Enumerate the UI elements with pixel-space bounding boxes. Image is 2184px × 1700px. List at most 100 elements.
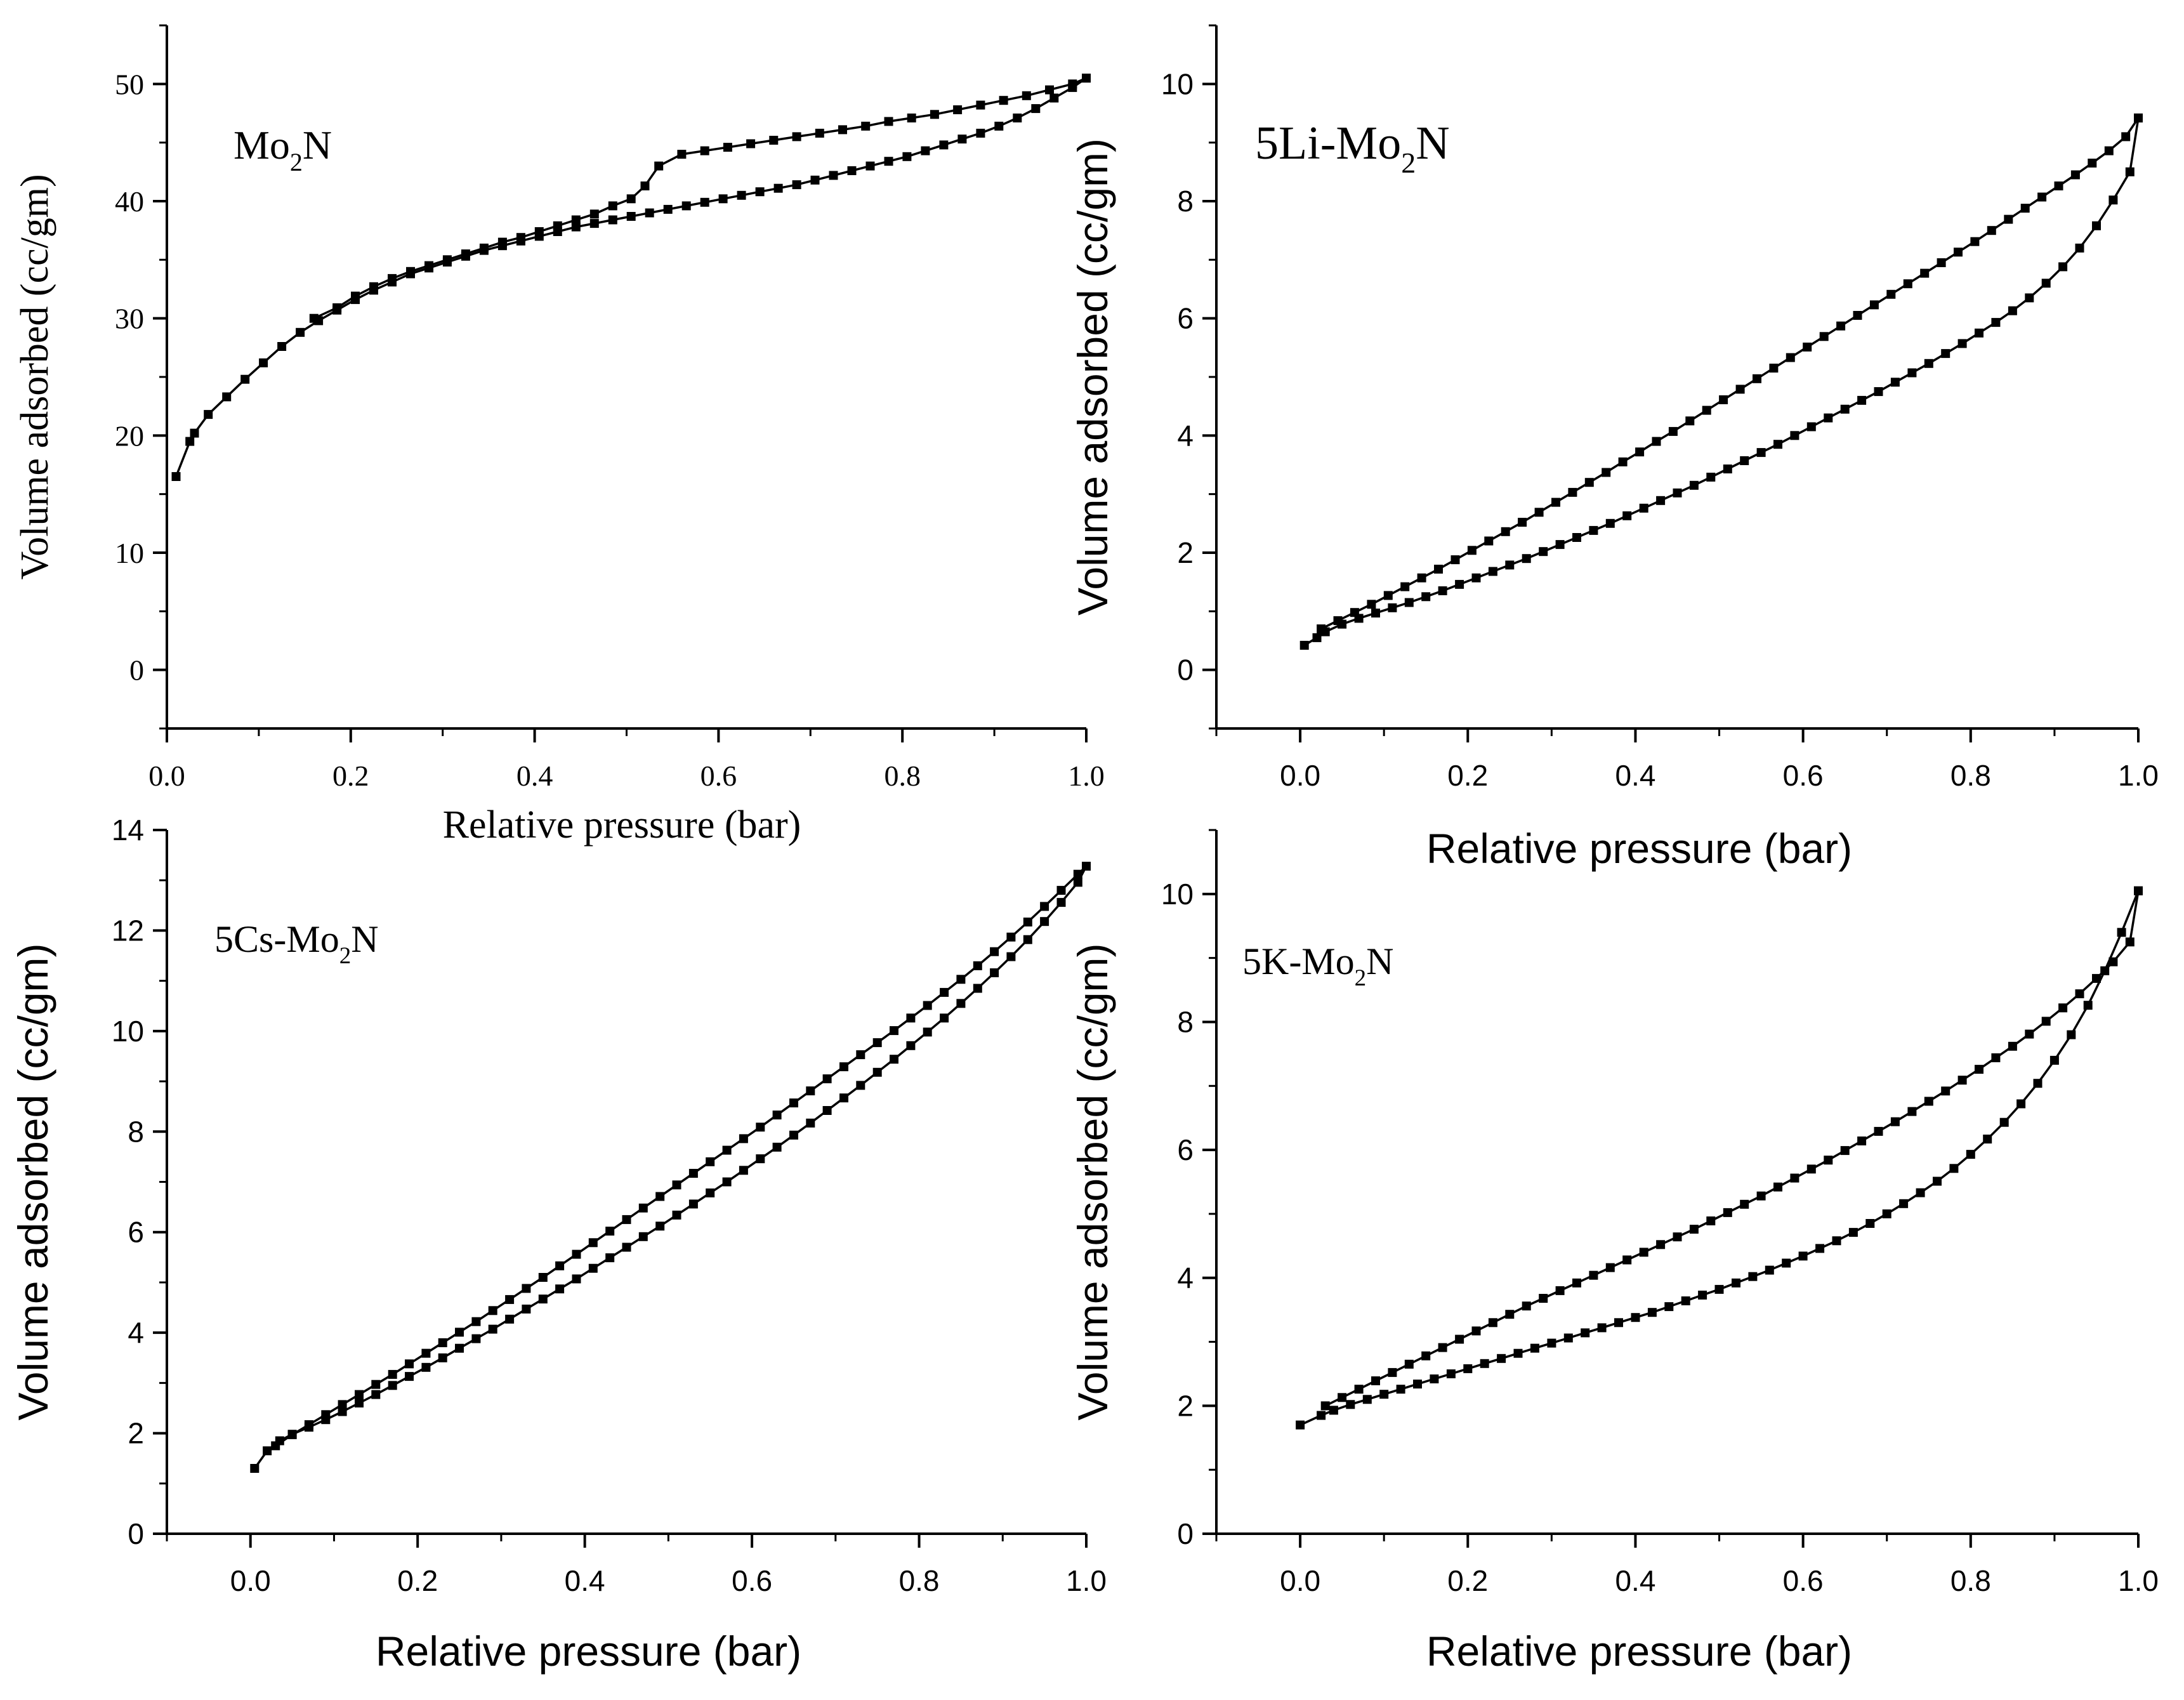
data-point-adsorption (1031, 104, 1041, 114)
data-point-adsorption (755, 187, 765, 197)
y-tick-label: 10 (112, 1015, 144, 1048)
data-point-adsorption (1806, 422, 1816, 432)
series-line-adsorption (1303, 117, 2140, 647)
data-point-desorption (1907, 1107, 1917, 1116)
data-point-adsorption (1689, 480, 1699, 490)
data-point-desorption (2020, 204, 2030, 213)
data-point-adsorption (638, 1232, 648, 1241)
panel-label: Mo2N (234, 122, 332, 176)
data-point-adsorption (773, 183, 783, 193)
y-tick-label: 2 (1177, 536, 1194, 569)
chart-5cs-mo2n: 0.0 0.2 0.4 0.6 0.8 1.0 0 2 4 6 8 10 12 14 5Cs-Mo2N R… (10, 814, 1107, 1675)
data-point-desorption (940, 987, 949, 997)
data-point-desorption (789, 1098, 798, 1108)
data-point-adsorption (1941, 349, 1950, 359)
x-tick-label: 1.0 (1068, 760, 1105, 792)
data-point-adsorption (438, 1353, 447, 1362)
data-point-desorption (907, 113, 916, 122)
data-point-adsorption (522, 1304, 531, 1314)
data-point-desorption (1006, 932, 1016, 942)
data-point-desorption (608, 201, 617, 211)
data-point-adsorption (1949, 1164, 1959, 1173)
data-point-desorption (1045, 85, 1054, 95)
data-point-adsorption (663, 204, 673, 214)
data-point-desorption (1840, 1146, 1850, 1156)
data-point-adsorption (388, 1381, 397, 1390)
y-tick-label: 6 (128, 1216, 144, 1249)
data-point-adsorption (1907, 368, 1917, 378)
data-point-desorption (1769, 364, 1779, 373)
data-point-adsorption (865, 161, 875, 171)
data-point-adsorption (1539, 547, 1548, 557)
data-point-desorption (421, 1348, 431, 1358)
data-point-adsorption (2008, 306, 2017, 315)
data-point-desorption (1404, 1359, 1414, 1369)
data-point-desorption (1602, 468, 1611, 477)
data-point-desorption (2108, 957, 2118, 966)
x-tick-label: 0.0 (1280, 1564, 1320, 1597)
data-point-desorption (1756, 1191, 1766, 1201)
data-point-adsorption (1547, 1338, 1556, 1348)
data-point-adsorption (190, 428, 199, 438)
y-tick-label: 4 (1177, 1262, 1194, 1295)
data-point-adsorption (645, 208, 654, 218)
data-point-adsorption (1698, 1290, 1707, 1300)
data-point-adsorption (839, 1093, 848, 1103)
data-point-desorption (1874, 1126, 1883, 1136)
data-point-desorption (522, 1284, 531, 1293)
panel-label: 5K-Mo2N (1242, 940, 1394, 991)
chart-5li-mo2n: 0.0 0.2 0.4 0.6 0.8 1.0 0 2 4 6 8 10 5Li-Mo2N Relat… (1069, 24, 2159, 872)
data-point-adsorption (906, 1041, 916, 1050)
data-point-desorption (2075, 989, 2084, 999)
data-point-desorption (1333, 616, 1343, 626)
data-point-adsorption (1798, 1251, 1808, 1261)
x-tick-label: 0.2 (1447, 759, 1488, 792)
data-point-adsorption (1430, 1374, 1439, 1383)
data-point-adsorption (1882, 1209, 1891, 1218)
data-point-desorption (332, 303, 342, 312)
data-point-desorption (351, 291, 360, 301)
data-point-adsorption (455, 1343, 464, 1353)
data-point-desorption (723, 143, 732, 152)
data-point-adsorption (1455, 579, 1464, 589)
data-point-adsorption (810, 175, 820, 185)
data-point-desorption (1869, 300, 1879, 310)
data-point-adsorption (1056, 898, 1066, 907)
data-point-adsorption (371, 1390, 381, 1399)
data-point-desorption (1518, 518, 1527, 527)
data-point-desorption (1040, 902, 1049, 911)
data-point-desorption (471, 1317, 481, 1326)
data-point-desorption (861, 121, 871, 131)
data-point-adsorption (1765, 1265, 1774, 1275)
data-point-adsorption (681, 201, 691, 211)
data-point-desorption (672, 1180, 681, 1190)
data-point-desorption (626, 194, 636, 204)
data-point-adsorption (1773, 440, 1782, 449)
data-point-desorption (538, 1273, 548, 1282)
data-point-desorption (1753, 374, 1761, 383)
data-point-adsorption (171, 472, 181, 481)
data-point-desorption (1471, 1326, 1481, 1336)
data-point-desorption (369, 282, 378, 291)
data-point-desorption (638, 1203, 648, 1213)
data-point-desorption (1618, 457, 1628, 466)
data-point-adsorption (1975, 328, 1983, 338)
data-point-desorption (769, 136, 779, 145)
data-point-adsorption (789, 1130, 798, 1140)
panel-label: 5Cs-Mo2N (214, 918, 379, 969)
data-point-desorption (1023, 918, 1032, 926)
data-point-adsorption (1840, 404, 1850, 414)
data-point-adsorption (1317, 1411, 1326, 1420)
data-point-adsorption (1505, 560, 1515, 570)
x-tick-label: 0.2 (397, 1564, 438, 1597)
y-tick-label: 14 (112, 814, 144, 847)
data-point-adsorption (1040, 917, 1049, 926)
data-point-adsorption (1824, 413, 1833, 423)
data-point-adsorption (2016, 1099, 2026, 1109)
data-series (1296, 886, 2143, 1430)
y-tick-label: 0 (1177, 1517, 1194, 1550)
data-point-adsorption (240, 374, 250, 384)
data-point-desorption (2134, 113, 2143, 122)
data-point-desorption (1056, 886, 1066, 895)
